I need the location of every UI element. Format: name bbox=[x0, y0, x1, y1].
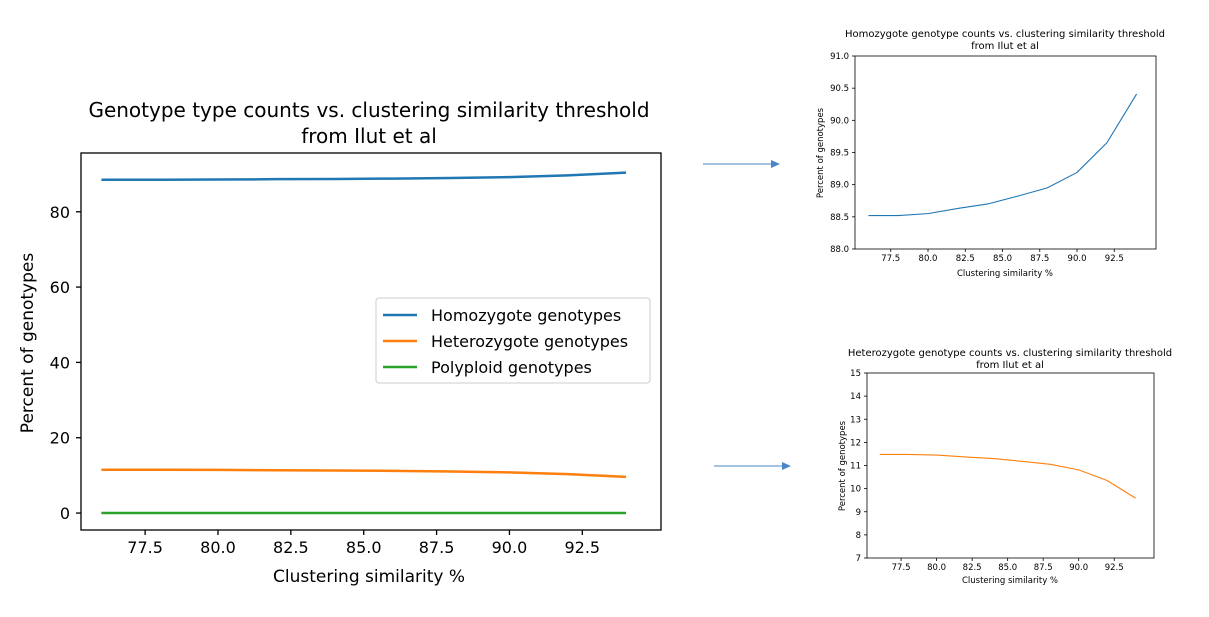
homozygote-chart-y-tick-label: 90.5 bbox=[830, 84, 849, 94]
heterozygote-chart-y-tick-label: 13 bbox=[850, 415, 861, 425]
heterozygote-chart-y-tick-label: 10 bbox=[850, 485, 861, 495]
heterozygote-chart-x-tick-label: 85.0 bbox=[998, 563, 1017, 573]
main-chart-y-tick-label: 20 bbox=[50, 429, 70, 448]
heterozygote-chart-plot-area: 77.5 80.0 82.5 85.0 87.5 90.0 92.5 7 8 9 10 11 12 13 1… bbox=[850, 369, 1155, 573]
homozygote-chart-y-tick-label: 91.0 bbox=[830, 52, 849, 62]
main-chart: Genotype type counts vs. clustering simi… bbox=[18, 98, 662, 587]
main-chart-x-axis-label: Clustering similarity % bbox=[273, 567, 465, 587]
main-chart-y-tick-label: 80 bbox=[50, 203, 70, 222]
heterozygote-chart-series-line-0 bbox=[879, 453, 1136, 499]
legend-frame bbox=[375, 297, 651, 384]
homozygote-chart-x-tick-label: 85.0 bbox=[993, 254, 1012, 264]
arrow-head bbox=[782, 462, 791, 470]
heterozygote-chart-title-line-1: Heterozygote genotype counts vs. cluster… bbox=[848, 348, 1172, 359]
main-chart-title-line-1: Genotype type counts vs. clustering simi… bbox=[88, 98, 649, 122]
homozygote-chart-title-line-1: Homozygote genotype counts vs. clusterin… bbox=[845, 29, 1165, 40]
heterozygote-chart-y-axis-label: Percent of genotypes bbox=[838, 420, 848, 511]
main-chart-x-tick-label: 85.0 bbox=[346, 538, 382, 557]
main-chart-y-axis-label: Percent of genotypes bbox=[18, 253, 38, 434]
homozygote-chart-y-tick-label: 88.0 bbox=[830, 245, 849, 255]
main-chart-plot-area: 77.5 80.0 82.5 85.0 87.5 90.0 92.5 0 20 40 60 80 bbox=[50, 152, 662, 557]
main-chart-x-tick-label: 82.5 bbox=[273, 538, 309, 557]
homozygote-chart: Homozygote genotype counts vs. clusterin… bbox=[816, 29, 1165, 279]
legend-label-heterozygote: Heterozygote genotypes bbox=[431, 332, 628, 351]
heterozygote-chart-x-tick-label: 90.0 bbox=[1069, 563, 1088, 573]
homozygote-chart-x-axis-label: Clustering similarity % bbox=[957, 269, 1053, 279]
homozygote-chart-x-tick-label: 77.5 bbox=[881, 254, 900, 264]
legend-label-polyploid: Polyploid genotypes bbox=[431, 358, 592, 377]
homozygote-chart-y-tick-label: 88.5 bbox=[830, 213, 849, 223]
main-chart-y-tick-label: 0 bbox=[60, 504, 70, 523]
homozygote-chart-y-axis-label: Percent of genotypes bbox=[816, 107, 826, 198]
homozygote-chart-axes-frame bbox=[854, 55, 1157, 250]
heterozygote-chart-title-line-2: from Ilut et al bbox=[976, 360, 1044, 371]
main-chart-legend: Homozygote genotypes Heterozygote genoty… bbox=[375, 297, 651, 384]
homozygote-chart-title-line-2: from Ilut et al bbox=[971, 41, 1039, 52]
heterozygote-chart-y-tick-label: 14 bbox=[850, 392, 861, 402]
heterozygote-chart-y-tick-label: 9 bbox=[856, 508, 861, 518]
homozygote-chart-plot-area: 77.5 80.0 82.5 85.0 87.5 90.0 92.5 88.0 88.5 89.0… bbox=[830, 52, 1157, 264]
heterozygote-chart-y-tick-label: 8 bbox=[856, 531, 861, 541]
main-chart-y-tick-label: 40 bbox=[50, 353, 70, 372]
homozygote-chart-x-tick-label: 87.5 bbox=[1030, 254, 1049, 264]
arrow-head bbox=[771, 160, 780, 168]
heterozygote-chart-x-axis-label: Clustering similarity % bbox=[962, 576, 1058, 586]
homozygote-chart-x-tick-label: 82.5 bbox=[956, 254, 975, 264]
main-chart-x-tick-label: 80.0 bbox=[200, 538, 236, 557]
main-chart-x-tick-label: 90.0 bbox=[492, 538, 528, 557]
heterozygote-chart-x-tick-label: 92.5 bbox=[1105, 563, 1124, 573]
main-chart-series-line-1 bbox=[101, 468, 627, 479]
heterozygote-chart: Heterozygote genotype counts vs. cluster… bbox=[838, 348, 1172, 586]
heterozygote-chart-x-tick-label: 77.5 bbox=[892, 563, 911, 573]
main-chart-x-tick-label: 77.5 bbox=[127, 538, 163, 557]
main-chart-series-line-0 bbox=[101, 171, 627, 181]
heterozygote-chart-x-tick-label: 87.5 bbox=[1034, 563, 1053, 573]
homozygote-chart-y-tick-label: 89.5 bbox=[830, 149, 849, 159]
homozygote-chart-x-tick-label: 92.5 bbox=[1105, 254, 1124, 264]
heterozygote-chart-y-tick-label: 7 bbox=[856, 554, 861, 564]
heterozygote-chart-y-tick-label: 15 bbox=[850, 369, 861, 379]
heterozygote-chart-y-tick-label: 12 bbox=[850, 438, 861, 448]
heterozygote-chart-y-tick-label: 11 bbox=[850, 462, 861, 472]
main-chart-x-tick-label: 92.5 bbox=[564, 538, 600, 557]
connector-arrow-bottom bbox=[714, 462, 791, 470]
homozygote-chart-y-tick-label: 89.0 bbox=[830, 181, 849, 191]
main-chart-x-tick-label: 87.5 bbox=[419, 538, 455, 557]
legend-label-homozygote: Homozygote genotypes bbox=[431, 306, 621, 325]
heterozygote-chart-x-tick-label: 80.0 bbox=[927, 563, 946, 573]
heterozygote-chart-axes-frame bbox=[866, 372, 1155, 559]
main-chart-axes-frame bbox=[80, 152, 662, 531]
main-chart-y-tick-label: 60 bbox=[50, 278, 70, 297]
homozygote-chart-y-tick-label: 90.0 bbox=[830, 116, 849, 126]
homozygote-chart-x-tick-label: 80.0 bbox=[919, 254, 938, 264]
heterozygote-chart-x-tick-label: 82.5 bbox=[963, 563, 982, 573]
homozygote-chart-series-line-0 bbox=[868, 93, 1138, 217]
connector-arrow-top bbox=[703, 160, 780, 168]
homozygote-chart-x-tick-label: 90.0 bbox=[1068, 254, 1087, 264]
main-chart-title-line-2: from Ilut et al bbox=[301, 124, 437, 148]
